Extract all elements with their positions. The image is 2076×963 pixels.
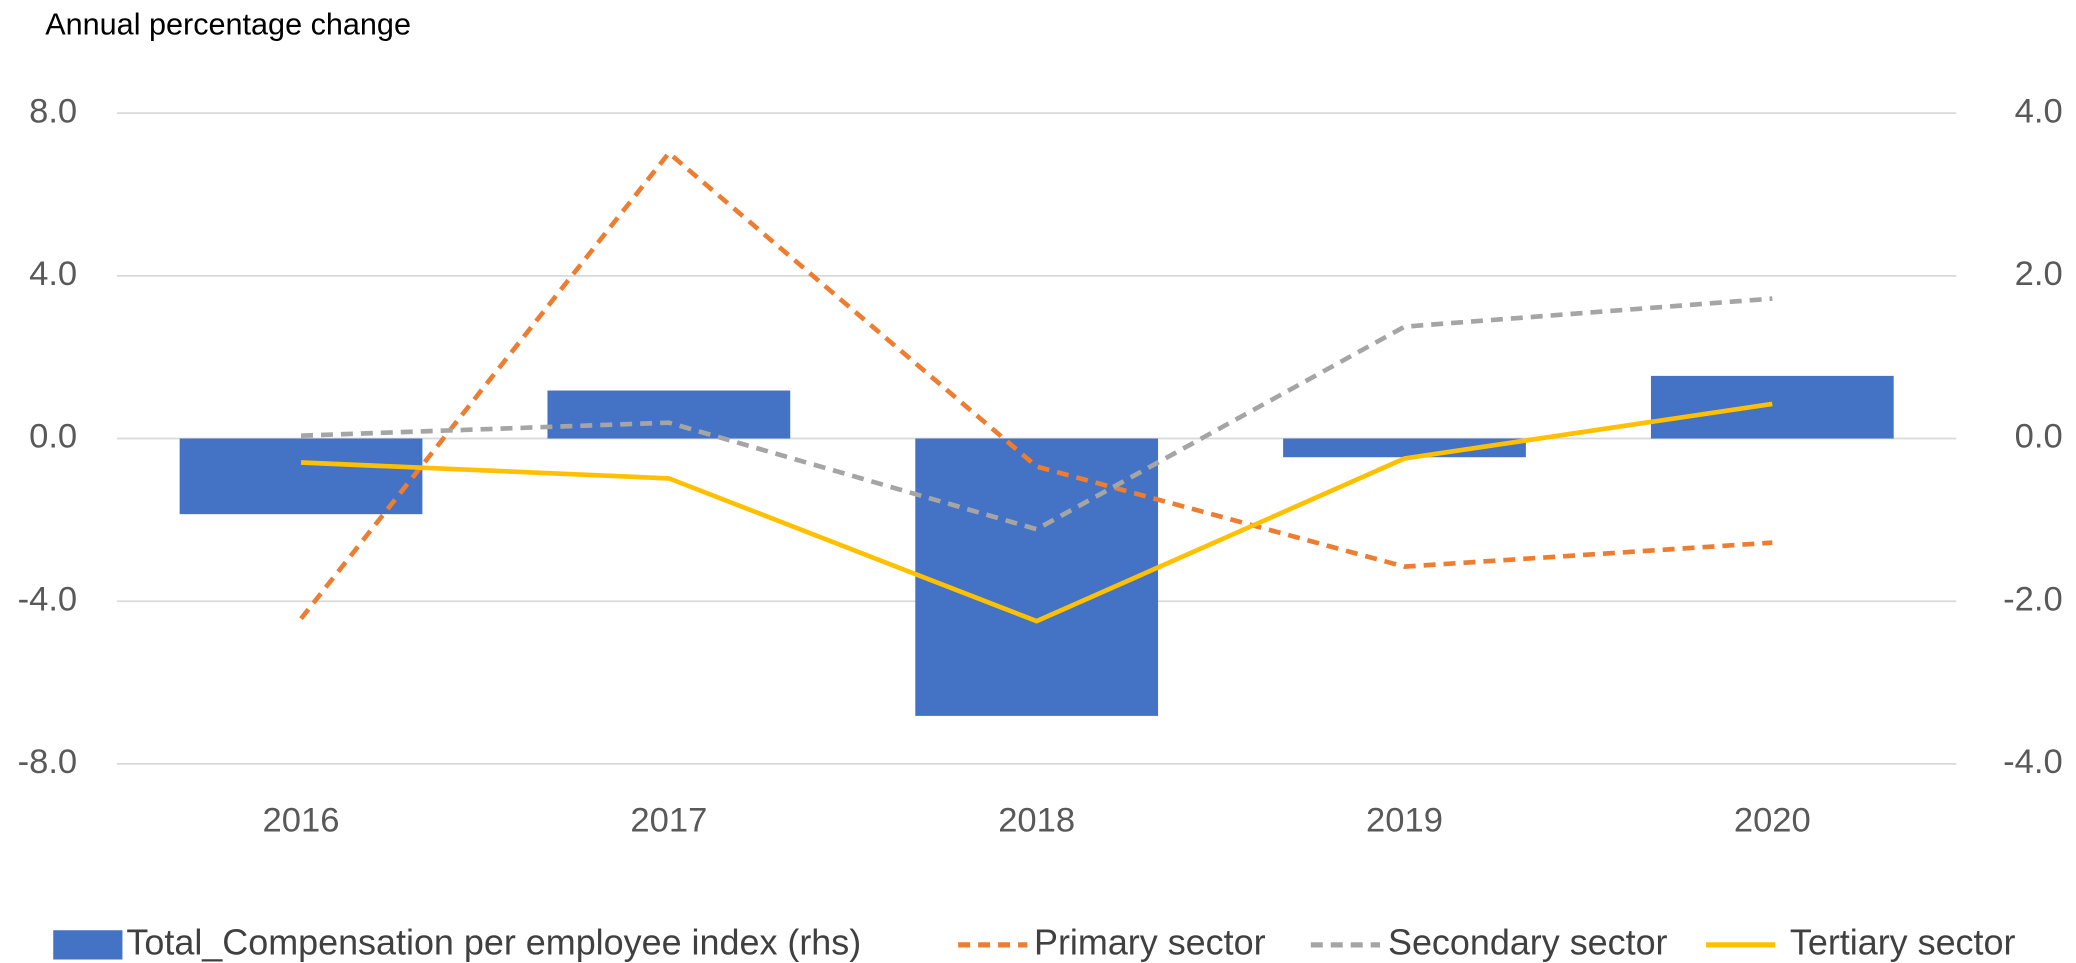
x-tick-label: 2018: [998, 802, 1075, 840]
x-tick-label: 2017: [630, 802, 707, 840]
y2-tick-label: 0.0: [2015, 418, 2063, 456]
y-tick-label: -4.0: [18, 580, 78, 618]
legend-label: Secondary sector: [1388, 921, 1668, 962]
legend-label: Tertiary sector: [1790, 921, 2016, 962]
legend-swatch: [53, 930, 123, 960]
y-tick-label: 4.0: [29, 255, 77, 293]
line: [300, 296, 1773, 532]
legend-label: Primary sector: [1034, 921, 1266, 962]
bar: [547, 390, 791, 439]
y-tick-label: -8.0: [18, 743, 78, 781]
y2-tick-label: 4.0: [2015, 92, 2063, 130]
y-tick-label: 8.0: [29, 92, 77, 130]
bar: [1650, 375, 1894, 439]
y2-tick-label: 2.0: [2015, 255, 2063, 293]
chart-title: Annual percentage change: [45, 8, 411, 42]
legend-label: Total_Compensation per employee index (r…: [126, 921, 861, 962]
bar: [179, 438, 423, 515]
line: [299, 149, 1773, 621]
x-tick-label: 2020: [1734, 802, 1811, 840]
x-tick-label: 2016: [263, 802, 340, 840]
line: [300, 401, 1773, 624]
y2-tick-label: -4.0: [2003, 743, 2063, 781]
y-tick-label: 0.0: [29, 418, 77, 456]
y2-tick-label: -2.0: [2003, 580, 2063, 618]
bar: [1283, 438, 1526, 458]
x-tick-label: 2019: [1366, 802, 1443, 840]
